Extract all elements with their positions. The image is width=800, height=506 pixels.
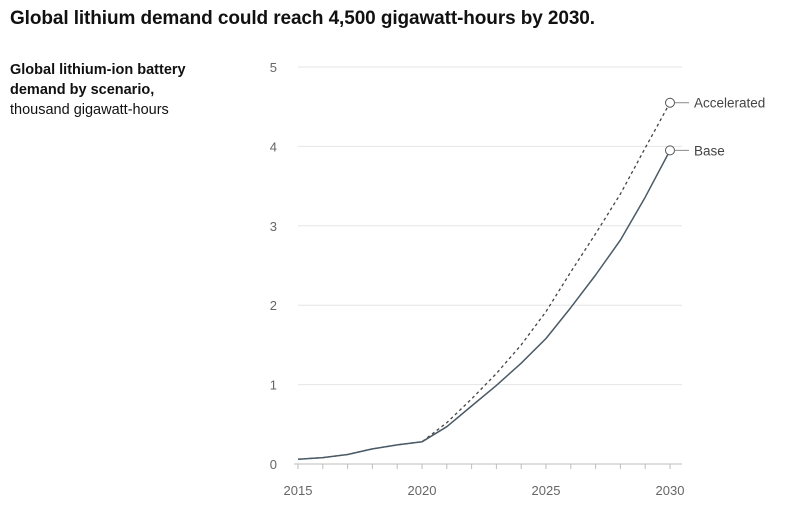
y-tick-label: 5 <box>270 60 277 75</box>
series-lines <box>297 102 671 460</box>
y-tick-label: 2 <box>270 298 277 313</box>
chart-subtitle-unit: thousand gigawatt-hours <box>10 102 169 118</box>
x-tick-label: 2020 <box>408 483 437 498</box>
y-tick-label: 3 <box>270 219 277 234</box>
end-marker-accelerated <box>665 97 675 108</box>
x-tick-label: 2025 <box>532 483 561 498</box>
x-tick-label: 2030 <box>656 483 685 498</box>
series-labels: Base Accelerated <box>665 96 765 158</box>
y-tick-label: 1 <box>270 378 277 393</box>
chart-subtitle: Global lithium-ion battery demand by sce… <box>10 60 220 120</box>
series-label-accelerated: Accelerated <box>694 96 765 111</box>
series-line-accelerated <box>297 102 671 460</box>
chart-subtitle-bold: Global lithium-ion battery demand by sce… <box>10 62 186 98</box>
end-marker-base <box>665 145 675 156</box>
gridlines <box>298 66 682 386</box>
y-tick-label: 4 <box>270 139 277 154</box>
series-label-base: Base <box>694 143 725 158</box>
x-tick-label: 2015 <box>284 483 313 498</box>
page-title: Global lithium demand could reach 4,500 … <box>10 8 595 29</box>
axes: 0 1 2 3 4 5 2015 2020 2025 2030 <box>270 60 685 498</box>
y-tick-label: 0 <box>270 457 277 472</box>
series-line-base <box>297 150 671 460</box>
